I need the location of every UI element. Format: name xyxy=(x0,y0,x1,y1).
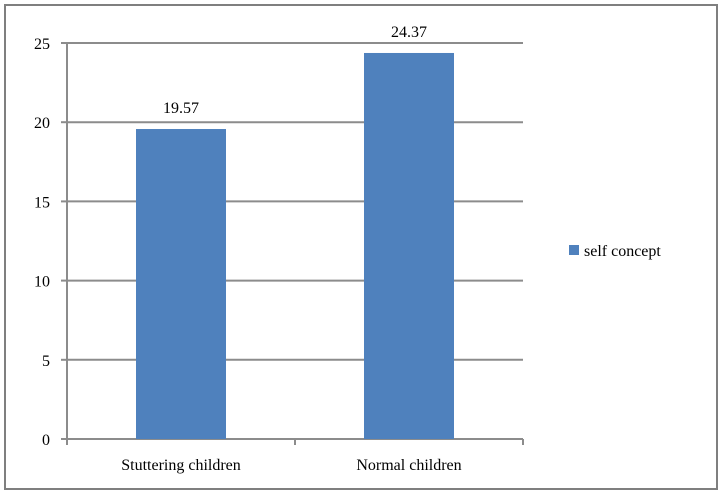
bar xyxy=(364,52,454,440)
y-tick-label: 20 xyxy=(34,115,50,132)
chart-frame xyxy=(4,4,718,490)
data-label: 24.37 xyxy=(391,24,427,41)
bar xyxy=(136,129,226,439)
x-tick-label: Normal children xyxy=(356,457,461,474)
data-label: 19.57 xyxy=(163,100,199,117)
y-tick-label: 5 xyxy=(42,353,50,370)
y-tick-label: 0 xyxy=(42,432,50,449)
y-tick-label: 25 xyxy=(34,36,50,53)
y-tick-label: 10 xyxy=(34,274,50,291)
legend-swatch xyxy=(569,245,579,255)
x-tick-label: Stuttering children xyxy=(121,457,241,474)
legend-label: self concept xyxy=(584,243,661,260)
y-tick-label: 15 xyxy=(34,194,50,211)
